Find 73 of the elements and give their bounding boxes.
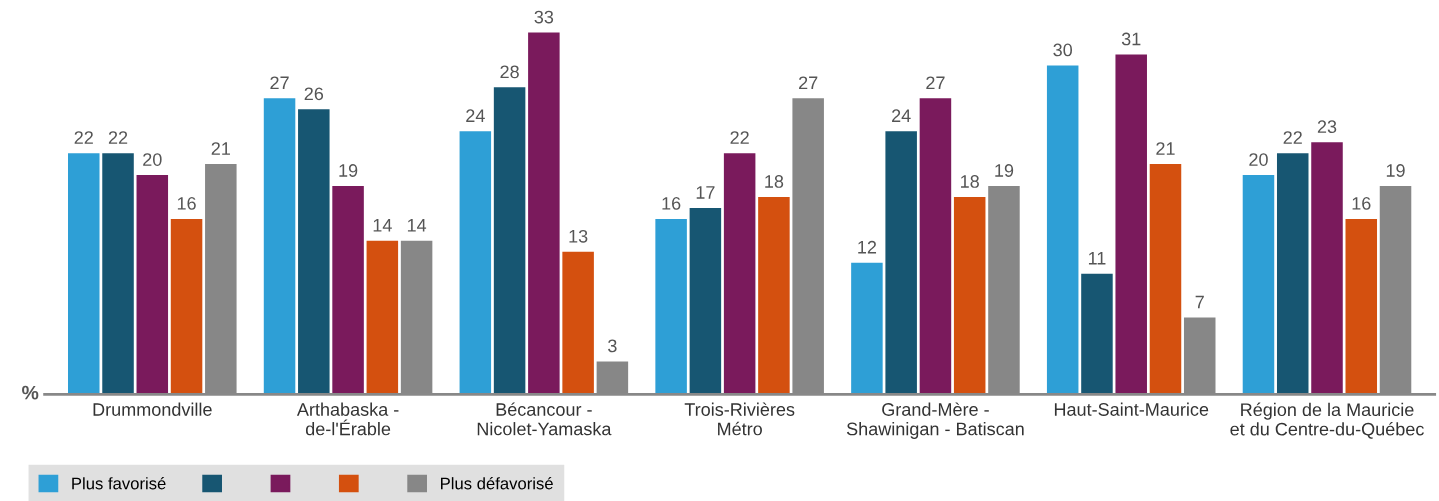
- data-label: 33: [534, 10, 554, 24]
- bar: [1149, 164, 1182, 395]
- bar: [68, 153, 100, 395]
- data-label: 28: [500, 65, 519, 79]
- data-label: 16: [177, 196, 196, 210]
- bar: [459, 131, 492, 395]
- bar: [851, 262, 883, 395]
- bar: [919, 98, 952, 395]
- data-label: 22: [108, 131, 128, 144]
- data-label: 19: [995, 164, 1014, 177]
- data-label: 14: [407, 219, 427, 232]
- bar: [1115, 54, 1147, 395]
- data-label: 14: [373, 219, 392, 232]
- data-label: 27: [926, 76, 945, 90]
- legend-label: Plus défavorisé: [441, 476, 553, 490]
- x-tick-label: Arthabaska - de-l'Érable: [296, 402, 399, 436]
- x-tick-label: Grand-Mère - Shawinigan - Batiscan: [846, 402, 1024, 439]
- data-label: 13: [569, 229, 588, 243]
- data-label: 24: [892, 109, 911, 122]
- y-axis-title: %: [22, 385, 39, 400]
- data-label: 22: [74, 131, 93, 144]
- bar: [689, 207, 722, 395]
- bar: [953, 196, 986, 395]
- bar: [332, 186, 364, 395]
- data-label: 21: [211, 142, 230, 155]
- bar: [493, 87, 526, 395]
- data-label: 17: [696, 186, 715, 199]
- bar: [102, 153, 134, 395]
- x-tick-label: Drummondville: [93, 402, 212, 416]
- data-label: 19: [339, 164, 358, 177]
- data-label: 3: [608, 339, 617, 353]
- data-label: 19: [1386, 164, 1405, 177]
- data-label: 12: [858, 240, 877, 254]
- data-label: 21: [1156, 142, 1175, 155]
- data-label: 16: [662, 196, 681, 210]
- bar: [1046, 65, 1079, 395]
- data-label: 27: [799, 76, 818, 90]
- legend-label: Plus favorisé: [72, 476, 166, 490]
- data-label: 22: [730, 131, 749, 144]
- bar: [885, 131, 917, 395]
- bar: [263, 98, 296, 395]
- data-label: 20: [1249, 153, 1268, 166]
- data-label: 18: [961, 175, 979, 188]
- data-label: 18: [765, 175, 784, 188]
- x-tick-label: Région de la Mauricie et du Centre-du-Québec: [1230, 402, 1424, 439]
- bar: [366, 240, 399, 395]
- bar: [562, 251, 594, 395]
- bar: [1311, 142, 1343, 395]
- bar: [298, 109, 330, 395]
- bar: [758, 196, 790, 395]
- data-label: 31: [1121, 32, 1141, 46]
- bar: [655, 218, 687, 395]
- data-label: 20: [143, 153, 162, 166]
- data-label: 23: [1317, 120, 1337, 134]
- x-tick-label: Bécancour - Nicolet-Yamaska: [477, 402, 612, 436]
- x-tick-label: Trois-Rivières Métro: [684, 402, 795, 436]
- bar: [1345, 218, 1378, 395]
- data-label: 26: [304, 87, 324, 101]
- data-label: 7: [1195, 295, 1204, 309]
- bar: [1276, 153, 1309, 395]
- bar: [136, 175, 169, 395]
- x-tick-label: Haut-Saint-Maurice: [1054, 402, 1209, 416]
- bar: [170, 218, 203, 395]
- bar: [1081, 273, 1113, 395]
- bar: [528, 32, 560, 395]
- data-label: 11: [1088, 251, 1106, 265]
- data-label: 16: [1352, 196, 1371, 210]
- bar: [1242, 175, 1275, 395]
- data-label: 22: [1283, 131, 1302, 144]
- data-label: 30: [1053, 43, 1073, 57]
- data-label: 24: [466, 109, 485, 122]
- data-label: 27: [270, 76, 289, 90]
- bar: [723, 153, 756, 395]
